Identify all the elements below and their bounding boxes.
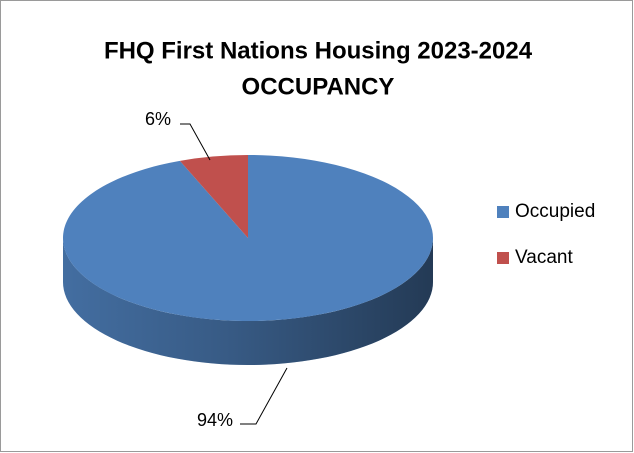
data-label: 94% xyxy=(197,410,233,430)
data-label: 6% xyxy=(145,109,171,129)
chart-title: OCCUPANCY xyxy=(242,73,395,100)
legend-label: Vacant xyxy=(515,247,573,268)
leader-line xyxy=(180,123,211,161)
legend-swatch xyxy=(497,206,509,218)
legend-label: Occupied xyxy=(515,201,595,222)
slice xyxy=(179,155,248,238)
chart-title: FHQ First Nations Housing 2023-2024 xyxy=(104,37,533,64)
slice xyxy=(63,155,434,321)
leader-line xyxy=(240,367,288,425)
legend-swatch xyxy=(497,252,509,264)
side-shade xyxy=(63,238,433,365)
